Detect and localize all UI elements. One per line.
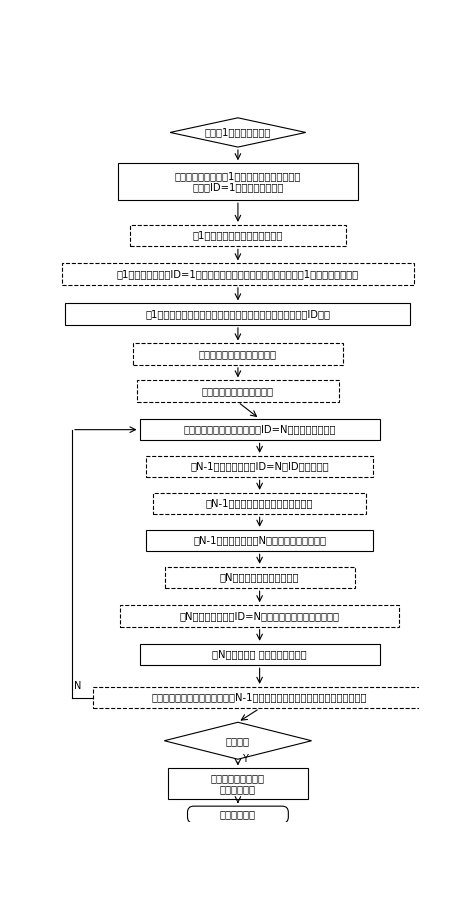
Text: 判断步骤: 判断步骤 bbox=[226, 736, 250, 746]
Text: 第N-1从控制模块向第N从控制模块输出高电平: 第N-1从控制模块向第N从控制模块输出高电平 bbox=[193, 536, 326, 545]
Polygon shape bbox=[170, 117, 306, 147]
Text: 进入第1号地址分配步骤: 进入第1号地址分配步骤 bbox=[205, 128, 271, 138]
Bar bbox=[140, 644, 380, 665]
Text: 第N从控制模块获取ID=N的地址分配指令帧，自锁地址: 第N从控制模块获取ID=N的地址分配指令帧，自锁地址 bbox=[179, 611, 339, 621]
Text: N: N bbox=[73, 682, 81, 691]
Bar bbox=[146, 529, 373, 552]
Text: 主控制模块发送退出
地址分配指令: 主控制模块发送退出 地址分配指令 bbox=[211, 773, 265, 795]
Bar bbox=[118, 164, 358, 201]
Text: 第1从控制模块接受ID=1的地址分配指令帧，将自己的地址设置为1，并完成地址自锁: 第1从控制模块接受ID=1的地址分配指令帧，将自己的地址设置为1，并完成地址自锁 bbox=[117, 269, 359, 279]
Bar bbox=[140, 419, 380, 441]
Text: 第N-1从控制模块停止发送反馈信息帧: 第N-1从控制模块停止发送反馈信息帧 bbox=[206, 499, 313, 508]
Bar bbox=[146, 456, 373, 478]
Text: 第N从控制模块 并发送反馈信息帧: 第N从控制模块 并发送反馈信息帧 bbox=[213, 650, 307, 660]
Bar bbox=[153, 492, 366, 515]
Bar bbox=[120, 605, 399, 626]
Bar bbox=[168, 769, 308, 799]
Text: 主控制模块输出向第1从控制模块输出高电平，
并发送ID=1的地址分配指令帧: 主控制模块输出向第1从控制模块输出高电平， 并发送ID=1的地址分配指令帧 bbox=[175, 171, 301, 192]
Bar bbox=[165, 566, 354, 589]
Text: 主控制模块收到反馈信息帧，第N-1从控制模块接到反馈信息帧停止高电平输出: 主控制模块收到反馈信息帧，第N-1从控制模块接到反馈信息帧停止高电平输出 bbox=[152, 693, 367, 702]
Text: 主控制模块接受到反馈信息帧: 主控制模块接受到反馈信息帧 bbox=[199, 349, 277, 359]
Text: 主控制模块停止输出高电平: 主控制模块停止输出高电平 bbox=[202, 386, 274, 396]
Text: Y: Y bbox=[242, 754, 248, 764]
Text: 第1从控制模块发送反馈信息帧反馈信息帧包含从控制模块的ID信息: 第1从控制模块发送反馈信息帧反馈信息帧包含从控制模块的ID信息 bbox=[146, 310, 331, 319]
FancyBboxPatch shape bbox=[187, 806, 288, 823]
Text: 第N-1从控制模块接到ID=N的ID分配指令帧: 第N-1从控制模块接到ID=N的ID分配指令帧 bbox=[190, 462, 329, 471]
Text: 完成地址分配: 完成地址分配 bbox=[220, 809, 256, 820]
Bar bbox=[61, 263, 414, 285]
Bar bbox=[66, 303, 410, 325]
Text: 第N从控制模块检测到高电平: 第N从控制模块检测到高电平 bbox=[220, 573, 299, 582]
Bar bbox=[93, 687, 426, 709]
Bar bbox=[130, 225, 345, 247]
Bar bbox=[137, 381, 339, 402]
Text: 主控制模块并向现场总线发送ID=N的地址分配指令帧: 主控制模块并向现场总线发送ID=N的地址分配指令帧 bbox=[183, 425, 336, 434]
Bar bbox=[133, 344, 343, 365]
Text: 第1从控制模块检测到输出高电平: 第1从控制模块检测到输出高电平 bbox=[193, 231, 283, 240]
Polygon shape bbox=[164, 723, 312, 760]
